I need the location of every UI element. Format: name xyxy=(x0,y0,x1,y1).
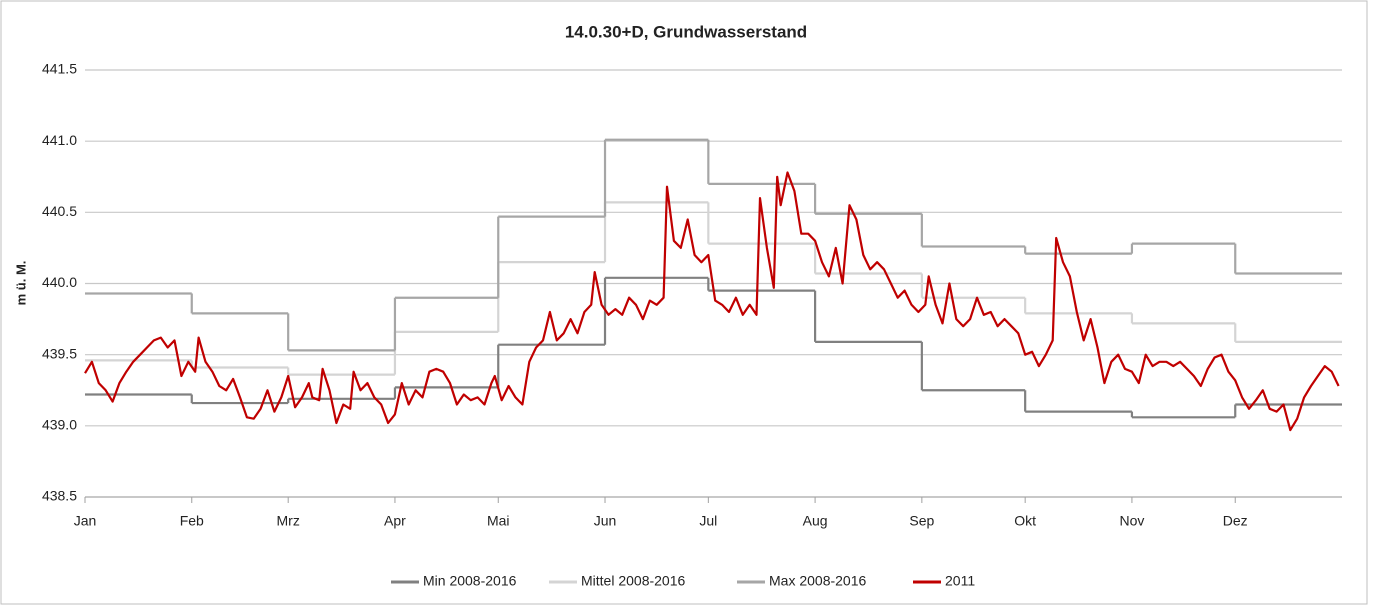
x-tick-label: Mai xyxy=(487,513,510,529)
x-tick-label: Mrz xyxy=(277,513,300,529)
x-tick-label: Feb xyxy=(180,513,204,529)
x-tick-label: Nov xyxy=(1119,513,1144,529)
y-tick-label: 440.0 xyxy=(42,274,77,290)
series-line xyxy=(84,171,1340,432)
x-tick-label: Dez xyxy=(1223,513,1248,529)
y-tick-label: 441.5 xyxy=(42,61,77,77)
x-tick-label: Jul xyxy=(699,513,717,529)
x-tick-label: Aug xyxy=(803,513,828,529)
x-tick-label: Okt xyxy=(1014,513,1036,529)
legend-label: Max 2008-2016 xyxy=(769,573,867,589)
x-tick-label: Apr xyxy=(384,513,406,529)
chart-title: 14.0.30+D, Grundwasserstand xyxy=(565,22,807,41)
x-tick-label: Sep xyxy=(909,513,934,529)
y-tick-label: 438.5 xyxy=(42,488,77,504)
legend-label: Mittel 2008-2016 xyxy=(581,573,686,589)
y-tick-label: 439.5 xyxy=(42,345,77,361)
legend-label: 2011 xyxy=(945,573,975,589)
y-tick-label: 441.0 xyxy=(42,132,77,148)
y-tick-label: 439.0 xyxy=(42,417,77,433)
y-axis-label: m ü. M. xyxy=(13,261,28,306)
x-tick-label: Jan xyxy=(74,513,97,529)
legend-label: Min 2008-2016 xyxy=(423,573,517,589)
x-tick-label: Jun xyxy=(594,513,617,529)
y-tick-label: 440.5 xyxy=(42,203,77,219)
